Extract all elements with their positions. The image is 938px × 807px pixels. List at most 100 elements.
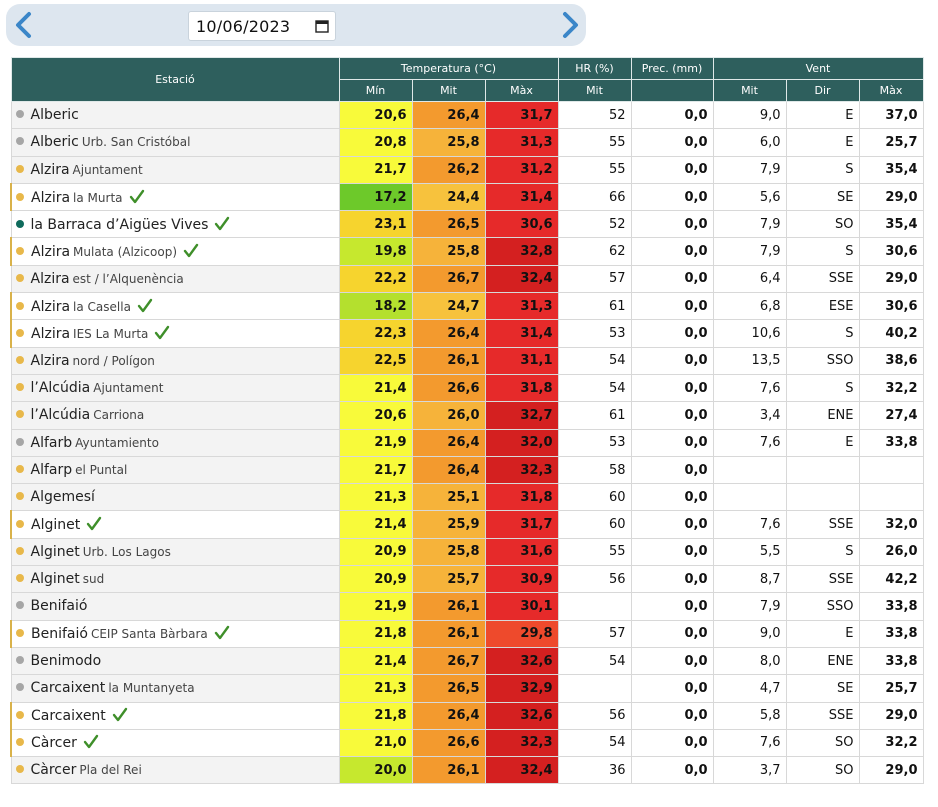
date-input[interactable]: 10/06/2023 (188, 11, 336, 41)
temp-mean-cell: 26,1 (411, 756, 486, 785)
wind-direction-cell: SO (785, 210, 860, 239)
station-cell[interactable]: Algemesí (10, 483, 340, 512)
station-cell[interactable]: l’Alcúdia Carriona (10, 401, 340, 430)
station-cell[interactable]: Alzira la Casella (10, 292, 340, 321)
station-cell[interactable]: Alzira nord / Polígon (10, 346, 340, 375)
station-cell[interactable]: Alfarb Ayuntamiento (10, 428, 340, 457)
header-station[interactable]: Estació (10, 57, 340, 102)
table-row[interactable]: Alginet Urb. Los Lagos 20,9 25,8 31,6 55 0,0 5,… (10, 537, 924, 567)
humidity-cell: 58 (557, 455, 632, 485)
station-cell[interactable]: Alginet Urb. Los Lagos (10, 537, 340, 567)
station-cell[interactable]: Alzira est / l’Alquenència (10, 264, 340, 294)
station-status-dot-icon (15, 355, 24, 364)
station-cell[interactable]: Carcaixent (10, 701, 340, 730)
table-row[interactable]: Alzira Ajuntament 21,7 26,2 31,2 55 0,0 7,9 S 35,… (10, 155, 924, 184)
wind-direction-cell: S (785, 155, 860, 184)
wind-direction-cell: S (785, 319, 860, 348)
table-row[interactable]: Alzira la Casella 18,2 24,7 31,3 61 0,0 6,8 ESE 3… (10, 292, 924, 321)
precipitation-cell: 0,0 (630, 155, 714, 184)
wind-direction-cell: E (785, 128, 860, 157)
header-wind-max[interactable]: Màx (858, 79, 924, 102)
table-row[interactable]: la Barraca d’Aigües Vives 23,1 26,5 30,6 52 0… (10, 210, 924, 239)
table-row[interactable]: Benimodo 21,4 26,7 32,6 54 0,0 8,0 ENE 33,8 (10, 646, 924, 676)
table-row[interactable]: Carcaixent 21,8 26,4 32,6 56 0,0 5,8 SSE 29,0 (10, 701, 924, 730)
temp-max-cell: 31,6 (484, 537, 559, 567)
station-cell[interactable]: Benifaió (10, 592, 340, 621)
table-row[interactable]: l’Alcúdia Ajuntament 21,4 26,6 31,8 54 0,0 7,6 S… (10, 373, 924, 403)
next-day-button[interactable] (556, 10, 584, 40)
station-cell[interactable]: Benifaió CEIP Santa Bàrbara (10, 619, 340, 648)
temp-max-cell: 30,1 (484, 592, 559, 621)
temp-min-cell: 20,6 (338, 401, 413, 430)
table-row[interactable]: Alzira nord / Polígon 22,5 26,1 31,1 54 0,0 13,… (10, 346, 924, 375)
station-cell[interactable]: Alzira Mulata (Alzicoop) (10, 237, 340, 266)
table-row[interactable]: Càrcer Pla del Rei 20,0 26,1 32,4 36 0,0 3,7 SO 2… (10, 756, 924, 785)
table-row[interactable]: Alginet sud 20,9 25,7 30,9 56 0,0 8,7 SSE 42,2 (10, 565, 924, 594)
station-cell[interactable]: Benimodo (10, 646, 340, 676)
header-wind-mean[interactable]: Mit (712, 79, 787, 102)
temp-min-cell: 20,0 (338, 756, 413, 785)
wind-max-cell: 30,6 (858, 292, 924, 321)
wind-max-cell: 30,6 (858, 237, 924, 266)
table-row[interactable]: Alfarp el Puntal 21,7 26,4 32,3 58 0,0 (10, 455, 924, 485)
table-row[interactable]: l’Alcúdia Carriona 20,6 26,0 32,7 61 0,0 3,4 ENE… (10, 401, 924, 430)
table-row[interactable]: Alberic Urb. San Cristóbal 20,8 25,8 31,3 55 0… (10, 128, 924, 157)
header-temp-min[interactable]: Mín (338, 79, 413, 102)
temp-max-cell: 32,3 (484, 728, 559, 758)
station-cell[interactable]: Alfarp el Puntal (10, 455, 340, 485)
station-cell[interactable]: Alzira la Murta (10, 182, 340, 212)
header-temp-mean[interactable]: Mit (411, 79, 486, 102)
station-cell[interactable]: Alginet sud (10, 565, 340, 594)
station-cell[interactable]: la Barraca d’Aigües Vives (10, 210, 340, 239)
table-row[interactable]: Alzira IES La Murta 22,3 26,4 31,4 53 0,0 10,6 S… (10, 319, 924, 348)
header-temp-max[interactable]: Màx (484, 79, 559, 102)
temp-min-cell: 21,9 (338, 592, 413, 621)
station-status-dot-icon (16, 738, 24, 747)
table-row[interactable]: Alginet 21,4 25,9 31,7 60 0,0 7,6 SSE 32,0 (10, 510, 924, 539)
table-row[interactable]: Benifaió CEIP Santa Bàrbara 21,8 26,1 29,8 57… (10, 619, 924, 648)
station-name: Benimodo (30, 653, 102, 670)
station-cell[interactable]: Càrcer Pla del Rei (10, 756, 340, 785)
header-wind: Vent (712, 57, 924, 80)
temp-min-cell: 20,9 (338, 565, 413, 594)
station-status-dot-icon (15, 656, 24, 665)
calendar-icon[interactable] (315, 19, 329, 33)
station-cell[interactable]: Alberic Urb. San Cristóbal (10, 128, 340, 157)
table-row[interactable]: Algemesí 21,3 25,1 31,8 60 0,0 (10, 483, 924, 512)
table-row[interactable]: Alzira la Murta 17,2 24,4 31,4 66 0,0 5,6 SE 29,0 (10, 182, 924, 212)
header-precipitation: Prec. (mm) (630, 57, 714, 80)
station-cell[interactable]: Alzira IES La Murta (10, 319, 340, 348)
station-cell[interactable]: Alzira Ajuntament (10, 155, 340, 184)
wind-direction-cell: ESE (785, 292, 860, 321)
previous-day-button[interactable] (10, 10, 38, 40)
station-cell[interactable]: l’Alcúdia Ajuntament (10, 373, 340, 403)
station-location: Pla del Rei (79, 763, 142, 778)
station-cell[interactable]: Alginet (10, 510, 340, 539)
humidity-cell: 55 (557, 537, 632, 567)
wind-mean-cell: 7,9 (712, 155, 787, 184)
header-humidity-mean[interactable]: Mit (557, 79, 632, 102)
table-row[interactable]: Benifaió 21,9 26,1 30,1 0,0 7,9 SSO 33,8 (10, 592, 924, 621)
station-status-dot-icon (15, 465, 24, 473)
table-row[interactable]: Alzira est / l’Alquenència 22,2 26,7 32,4 57 0… (10, 264, 924, 294)
station-cell[interactable]: Alberic (10, 100, 340, 130)
table-row[interactable]: Alzira Mulata (Alzicoop) 19,8 25,8 32,8 62 0,0… (10, 237, 924, 266)
temp-min-cell: 21,3 (338, 674, 413, 703)
table-row[interactable]: Carcaixent la Muntanyeta 21,3 26,5 32,9 0,0 4,… (10, 674, 924, 703)
station-name: Benifaió (30, 598, 88, 615)
table-row[interactable]: Alfarb Ayuntamiento 21,9 26,4 32,0 53 0,0 7,6 E 3… (10, 428, 924, 457)
wind-max-cell: 29,0 (858, 182, 924, 212)
wind-mean-cell: 7,6 (712, 510, 787, 539)
humidity-cell: 60 (557, 483, 632, 512)
humidity-cell: 56 (557, 701, 632, 730)
table-row[interactable]: Alberic 20,6 26,4 31,7 52 0,0 9,0 E 37,0 (10, 100, 924, 130)
station-cell[interactable]: Càrcer (10, 728, 340, 758)
station-status-dot-icon (15, 110, 24, 119)
station-cell[interactable]: Carcaixent la Muntanyeta (10, 674, 340, 703)
wind-direction-cell: E (785, 619, 860, 648)
wind-direction-cell: SSE (785, 510, 860, 539)
table-row[interactable]: Càrcer 21,0 26,6 32,3 54 0,0 7,6 SO 32,2 (10, 728, 924, 758)
verified-check-icon (129, 189, 144, 203)
header-wind-direction[interactable]: Dir (785, 79, 860, 102)
station-name: Alginet (30, 571, 80, 588)
